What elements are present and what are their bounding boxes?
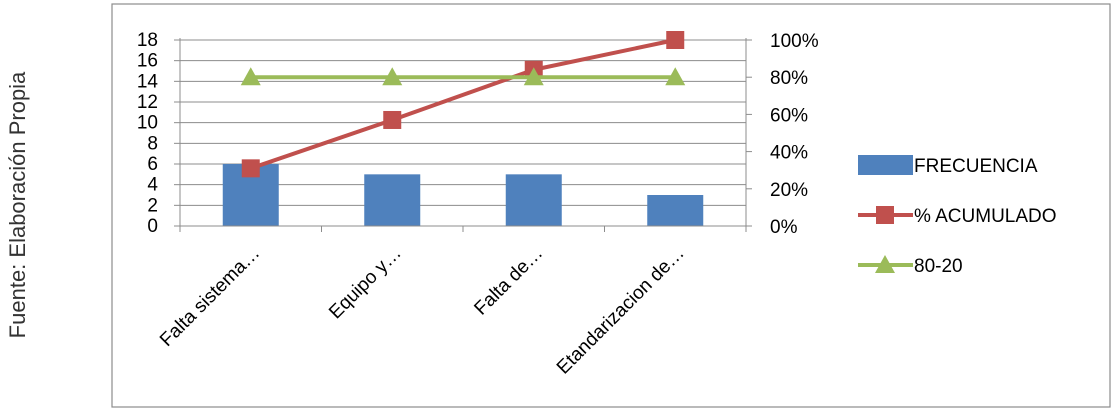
category-label: Falta de… — [470, 243, 547, 320]
right-axis-tick-label: 100% — [770, 31, 819, 52]
bar — [505, 174, 562, 226]
series-line — [250, 38, 676, 171]
right-axis-tick-label: 0% — [770, 217, 798, 238]
left-axis-tick-label: 4 — [147, 175, 158, 196]
data-point — [240, 67, 261, 86]
chart-frame — [111, 3, 1111, 408]
data-point — [383, 110, 402, 129]
left-axis-tick-label: 14 — [137, 71, 159, 92]
legend-swatch — [858, 155, 913, 175]
left-axis-tick-label: 8 — [147, 133, 158, 154]
category-label: Falta sistema… — [156, 243, 264, 351]
bar — [364, 174, 421, 226]
left-axis-tick-label: 16 — [137, 51, 158, 72]
legend-marker — [875, 255, 895, 273]
legend-label: 80-20 — [914, 256, 963, 277]
left-axis-tick-label: 12 — [137, 92, 158, 113]
left-axis-tick-label: 18 — [137, 30, 158, 51]
axes — [174, 38, 752, 232]
left-axis-tick-label: 2 — [147, 195, 158, 216]
legend-label: FRECUENCIA — [914, 156, 1038, 177]
data-point — [665, 67, 686, 86]
data-point — [382, 67, 403, 86]
data-point — [241, 159, 260, 178]
left-axis-tick-label: 6 — [147, 154, 158, 175]
right-axis-tick-label: 60% — [770, 105, 808, 126]
left-axis-tick-label: 0 — [147, 216, 158, 237]
data-point — [666, 31, 685, 49]
right-axis-tick-labels: 0% 20% 40% 60% 80% 100% — [770, 31, 819, 238]
category-labels: Falta sistema… Equipo y… Falta de… Etandari… — [156, 243, 689, 379]
bar-series — [222, 164, 704, 226]
category-label: Equipo y… — [325, 243, 406, 324]
line-series — [240, 31, 686, 178]
right-axis-tick-label: 40% — [770, 143, 808, 164]
category-label: Etandarizacion de… — [553, 243, 689, 379]
bar — [647, 195, 704, 226]
legend: FRECUENCIA % ACUMULADO 80-20 — [858, 155, 1057, 277]
data-point — [523, 67, 544, 86]
legend-marker — [876, 206, 894, 224]
right-axis-tick-label: 80% — [770, 68, 808, 89]
right-axis-tick-label: 20% — [770, 180, 808, 201]
legend-label: % ACUMULADO — [914, 206, 1057, 227]
left-axis-tick-label: 10 — [137, 113, 158, 134]
